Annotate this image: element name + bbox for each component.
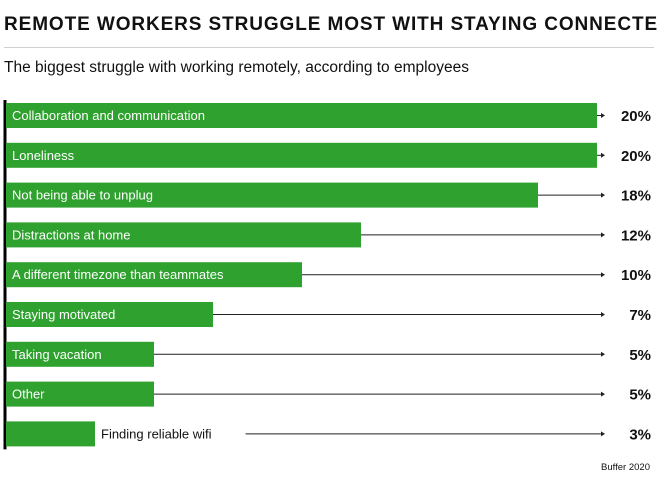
bar-category-label: Loneliness [12, 148, 75, 163]
leader-arrowhead [601, 312, 605, 317]
bar-value-label: 20% [621, 148, 651, 165]
bar-value-label: 18% [621, 188, 651, 205]
bar-category-label: Collaboration and communication [12, 108, 205, 123]
bar [6, 341, 154, 367]
bar-value-label: 20% [621, 108, 651, 125]
bar [6, 421, 95, 447]
bar-value-label: 5% [629, 387, 651, 404]
leader-arrowhead [601, 272, 605, 278]
bar-value-label: 3% [629, 426, 651, 443]
bar-category-label: Other [12, 387, 45, 402]
bar [6, 182, 538, 208]
chart-subtitle: The biggest struggle with working remote… [4, 59, 469, 76]
bar [6, 222, 361, 248]
bar [6, 262, 302, 288]
bar [6, 142, 597, 168]
leader-arrowhead [601, 232, 605, 238]
source-credit: Buffer 2020 [601, 462, 650, 473]
leader-arrowhead [601, 113, 605, 118]
leader-arrowhead [601, 391, 605, 397]
bar-category-label: Distractions at home [12, 227, 131, 242]
bar-category-label: A different timezone than teammates [12, 267, 224, 282]
bar-value-label: 7% [629, 307, 651, 324]
bar-category-label: Staying motivated [12, 307, 115, 322]
bar-category-label: Not being able to unplug [12, 188, 153, 203]
title-divider [4, 47, 654, 48]
leader-arrowhead [601, 351, 605, 357]
chart-title: REMOTE WORKERS STRUGGLE MOST WITH STAYIN… [4, 14, 659, 35]
bar-value-label: 10% [621, 267, 651, 284]
bar-category-label: Taking vacation [12, 347, 102, 362]
bar [6, 302, 213, 327]
bar-value-label: 12% [621, 227, 651, 244]
leader-arrowhead [601, 431, 605, 437]
bar-value-label: 5% [629, 347, 651, 364]
leader-arrowhead [601, 192, 605, 198]
bar [6, 103, 597, 128]
bar-category-label: Finding reliable wifi [101, 426, 212, 441]
bar [6, 381, 154, 407]
leader-arrowhead [601, 152, 605, 158]
